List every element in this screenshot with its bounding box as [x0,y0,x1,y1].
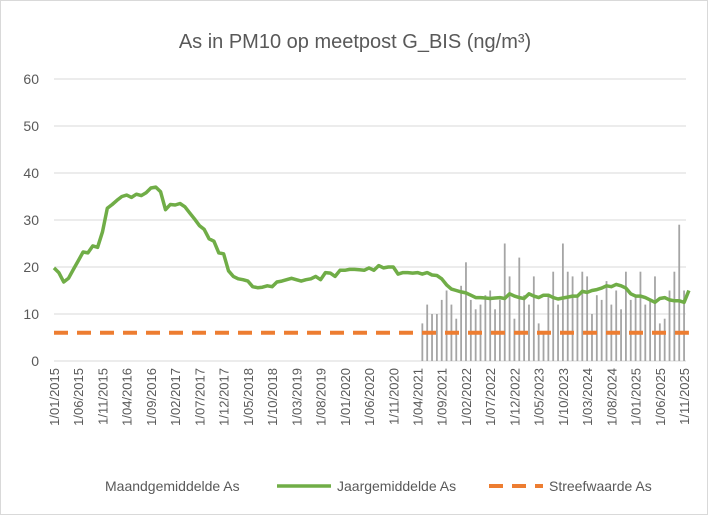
bar-2023-04 [532,276,535,361]
y-tick-label-30: 30 [23,212,39,228]
x-tick-label: 1/12/2017 [217,368,232,426]
x-tick-label: 1/05/2018 [241,368,256,426]
bar-2023-06 [542,332,545,361]
y-tick-label-20: 20 [23,259,39,275]
bar-2023-08 [552,271,555,361]
x-tick-label: 1/09/2021 [435,368,450,426]
x-tick-label: 1/06/2020 [362,368,377,426]
bar-2022-12 [513,318,516,361]
legend-label-target: Streefwaarde As [549,478,652,494]
legend-label-line: Jaargemiddelde As [337,478,456,494]
bar-2021-08 [435,314,438,361]
bar-2023-07 [547,295,550,361]
bar-2022-03 [469,299,472,361]
bar-2024-06 [600,299,603,361]
bar-2025-08 [668,290,671,361]
bar-2025-03 [644,304,647,361]
bar-2024-01 [576,295,579,361]
x-tick-label: 1/11/2015 [95,368,110,425]
bar-2024-02 [581,271,584,361]
bar-2024-07 [605,281,608,361]
bar-2022-09 [498,299,501,361]
bar-2023-12 [571,276,574,361]
bar-2024-12 [629,299,632,361]
x-tick-label: 1/06/2015 [71,368,86,426]
bar-2023-11 [566,271,569,361]
annual-line [52,185,691,305]
bar-2025-11 [683,290,685,361]
bar-2022-08 [494,309,496,361]
bar-2025-06 [658,323,661,361]
x-tick-label: 1/11/2025 [677,368,692,425]
x-tick-label: 1/01/2025 [629,368,644,426]
bar-2024-10 [620,309,622,361]
bar-2025-10 [678,224,681,361]
x-axis-ticks: 1/01/2015 1/06/2015 1/11/2015 1/04/2016 1/09… [47,368,692,426]
bar-2025-04 [649,299,652,361]
x-tick-label: 1/01/2020 [338,368,353,426]
bar-2025-02 [639,271,642,361]
bar-2022-06 [484,295,487,361]
x-tick-label: 1/06/2025 [653,368,668,426]
annual-line-series [52,185,691,305]
bar-2022-04 [474,309,477,361]
bar-2024-11 [625,271,627,361]
x-tick-label: 1/02/2022 [459,368,474,426]
x-tick-label: 1/10/2023 [556,368,571,426]
x-tick-label: 1/02/2017 [168,368,183,426]
y-tick-label-60: 60 [23,71,39,87]
bar-2025-01 [634,295,637,361]
x-tick-label: 1/07/2022 [483,368,498,426]
x-tick-label: 1/04/2021 [410,368,425,426]
bar-2025-05 [654,276,656,361]
bar-2023-05 [537,323,540,361]
bar-2022-01 [460,285,463,361]
x-tick-label: 1/03/2019 [289,368,304,426]
y-tick-label-0: 0 [31,353,39,369]
x-tick-label: 1/03/2024 [580,368,595,426]
x-tick-label: 1/12/2022 [507,368,522,426]
bar-2021-07 [431,314,433,361]
y-tick-label-10: 10 [23,306,39,322]
bar-2023-10 [561,243,564,361]
bar-2024-09 [615,290,618,361]
x-tick-label: 1/10/2018 [265,368,280,426]
x-tick-label: 1/05/2023 [532,368,547,426]
legend-label-bars: Maandgemiddelde As [105,478,240,494]
bar-2023-02 [523,295,526,361]
x-tick-label: 1/08/2024 [604,368,619,426]
x-tick-label: 1/07/2017 [192,368,207,426]
legend: Maandgemiddelde As Jaargemiddelde As Stree… [105,478,652,494]
bar-2021-12 [455,318,458,361]
bar-2023-03 [528,304,530,361]
x-tick-label: 1/08/2019 [314,368,329,426]
y-tick-label-40: 40 [23,165,39,181]
bar-2022-07 [489,290,492,361]
bar-2022-11 [508,276,511,361]
bar-2022-10 [503,243,506,361]
y-tick-label-50: 50 [23,118,39,134]
bar-2024-04 [591,314,593,361]
y-axis-ticks: 0 10 20 30 40 50 60 [23,71,39,369]
bar-2023-09 [557,304,559,361]
bar-2023-01 [518,257,521,361]
bar-2021-10 [445,290,448,361]
chart-title: As in PM10 op meetpost G_BIS (ng/m³) [179,31,531,53]
bar-2024-05 [595,295,598,361]
bar-2025-09 [673,271,676,361]
bar-2024-03 [586,276,589,361]
bar-2021-09 [440,299,443,361]
x-tick-label: 1/11/2020 [386,368,401,425]
x-tick-label: 1/09/2016 [144,368,159,426]
bar-2021-05 [421,323,424,361]
bar-2022-02 [465,262,467,361]
bar-2025-07 [663,318,666,361]
x-tick-label: 1/01/2015 [47,368,62,426]
x-tick-label: 1/04/2016 [120,368,135,426]
